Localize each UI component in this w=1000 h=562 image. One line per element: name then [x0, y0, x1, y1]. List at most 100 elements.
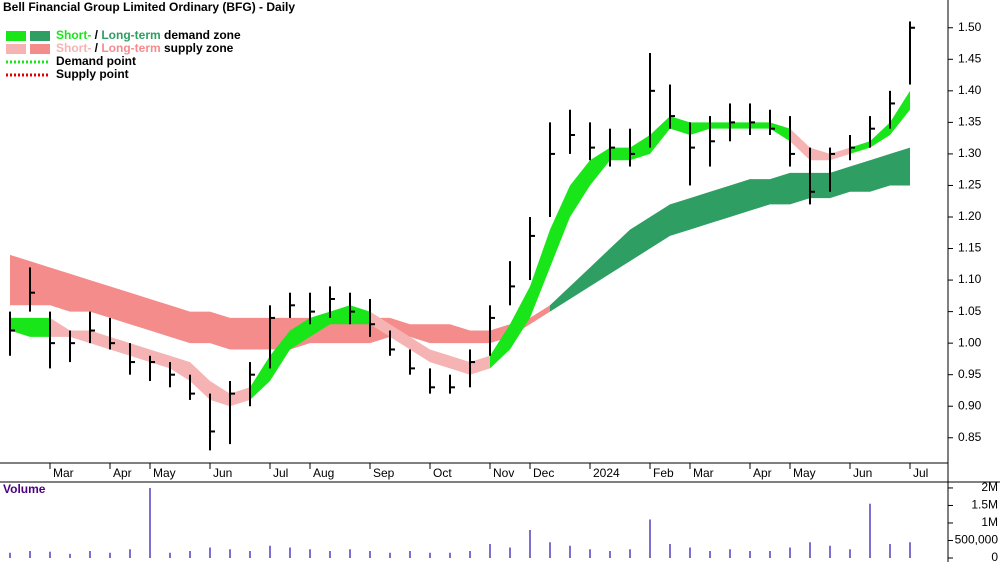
- legend-text: Short-: [56, 41, 91, 55]
- legend-swatch: [6, 31, 26, 41]
- volume-bar: [189, 550, 191, 558]
- legend-label: Demand point: [56, 54, 136, 68]
- x-tick-label: Mar: [693, 466, 714, 480]
- zone-band: [550, 147, 910, 312]
- volume-bar: [169, 552, 171, 558]
- volume-bar: [349, 549, 351, 558]
- x-tick-label: Jul: [273, 466, 288, 480]
- x-tick-label: Apr: [113, 466, 132, 480]
- volume-bar: [289, 547, 291, 558]
- volume-bar: [909, 542, 911, 558]
- volume-bar: [609, 550, 611, 558]
- zone-band: [850, 90, 910, 154]
- volume-bar: [129, 549, 131, 558]
- x-tick-label: Dec: [533, 466, 554, 480]
- x-tick-label: Aug: [313, 466, 334, 480]
- volume-bar: [69, 553, 71, 558]
- volume-bar: [369, 550, 371, 558]
- y-tick-label: 0.90: [958, 398, 982, 412]
- volume-bar: [669, 543, 671, 558]
- y-tick-label: 1.30: [958, 146, 982, 160]
- volume-bar: [789, 547, 791, 558]
- legend-swatch: [30, 44, 50, 54]
- volume-bar: [549, 542, 551, 558]
- volume-bar: [509, 547, 511, 558]
- y-tick-label: 1.50: [958, 20, 982, 34]
- x-tick-label: Jun: [853, 466, 872, 480]
- y-tick-label: 0.95: [958, 367, 982, 381]
- x-tick-label: Mar: [53, 466, 74, 480]
- y-tick-label: 1.20: [958, 209, 982, 223]
- volume-bar: [849, 549, 851, 558]
- volume-bar: [469, 550, 471, 558]
- volume-bar: [629, 549, 631, 558]
- legend-text: supply zone: [161, 41, 234, 55]
- volume-bar: [769, 550, 771, 558]
- legend-text: /: [91, 28, 101, 42]
- x-tick-label: Feb: [653, 466, 674, 480]
- x-tick-label: May: [153, 466, 176, 480]
- x-tick-label: Jun: [213, 466, 232, 480]
- y-tick-label: 1.15: [958, 241, 982, 255]
- volume-bar: [649, 519, 651, 558]
- volume-bar: [89, 550, 91, 558]
- volume-bar: [889, 543, 891, 558]
- volume-bar: [589, 549, 591, 558]
- legend-text: /: [91, 41, 101, 55]
- volume-bar: [269, 545, 271, 558]
- y-tick-label: 1.05: [958, 304, 982, 318]
- y-tick-label: 0: [991, 550, 998, 562]
- y-tick-label: 1.10: [958, 272, 982, 286]
- volume-bar: [389, 552, 391, 558]
- volume-bar: [409, 550, 411, 558]
- volume-bar: [229, 549, 231, 558]
- volume-bar: [569, 545, 571, 558]
- volume-bar: [689, 547, 691, 558]
- legend-text: Long-term: [101, 28, 160, 42]
- volume-label: Volume: [3, 482, 46, 496]
- y-tick-label: 1.45: [958, 51, 982, 65]
- volume-bar: [29, 550, 31, 558]
- zone-band: [10, 254, 550, 350]
- volume-bar: [9, 552, 11, 558]
- x-tick-label: 2024: [593, 466, 620, 480]
- y-tick-label: 0.85: [958, 430, 982, 444]
- volume-bar: [729, 549, 731, 558]
- x-tick-label: Sep: [373, 466, 395, 480]
- y-tick-label: 500,000: [955, 533, 999, 547]
- x-tick-label: Nov: [493, 466, 514, 480]
- volume-bar: [429, 552, 431, 558]
- legend-text: Short-: [56, 28, 91, 42]
- y-tick-label: 1.40: [958, 83, 982, 97]
- volume-bar: [329, 550, 331, 558]
- volume-bar: [829, 545, 831, 558]
- y-tick-label: 2M: [981, 480, 998, 494]
- volume-bar: [869, 503, 871, 558]
- volume-bar: [449, 552, 451, 558]
- zone-band: [10, 317, 50, 337]
- volume-bar: [209, 547, 211, 558]
- volume-bar: [709, 550, 711, 558]
- x-tick-label: Jul: [913, 466, 928, 480]
- legend-label: Supply point: [56, 67, 129, 81]
- y-tick-label: 1.25: [958, 178, 982, 192]
- x-tick-label: Apr: [753, 466, 772, 480]
- legend-label: Short- / Long-term demand zone: [56, 28, 241, 42]
- y-tick-label: 1.35: [958, 115, 982, 129]
- volume-bar: [309, 549, 311, 558]
- legend-text: Long-term: [101, 41, 160, 55]
- legend-swatch: [30, 31, 50, 41]
- volume-bar: [49, 551, 51, 558]
- legend-swatch: [6, 44, 26, 54]
- volume-bar: [249, 550, 251, 558]
- volume-bar: [109, 552, 111, 558]
- volume-bar: [749, 550, 751, 558]
- y-tick-label: 1.00: [958, 335, 982, 349]
- x-tick-label: May: [793, 466, 816, 480]
- x-tick-label: Oct: [433, 466, 452, 480]
- volume-bar: [529, 529, 531, 558]
- volume-bar: [809, 542, 811, 558]
- legend-text: demand zone: [161, 28, 241, 42]
